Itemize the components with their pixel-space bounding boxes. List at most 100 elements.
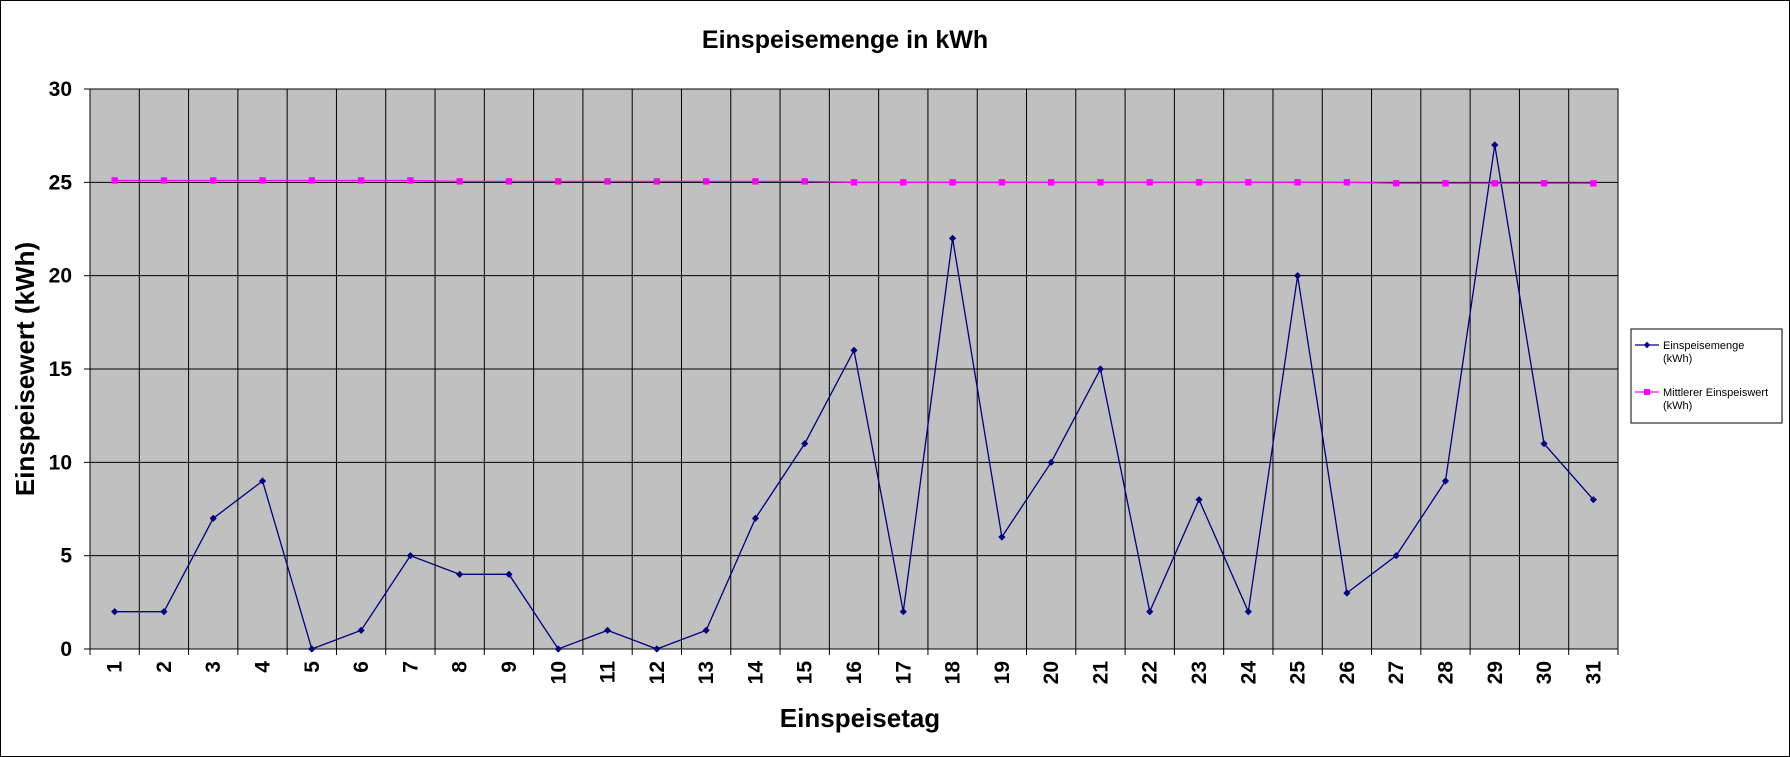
point-marker-diamond [258,477,267,485]
point-marker-square [1392,180,1400,187]
point-marker-diamond [1047,458,1055,466]
point-marker-square [1590,180,1597,187]
legend-label: Einspeisemenge [1663,340,1744,352]
x-tick-label: 7 [399,661,422,673]
point-marker-diamond [160,608,168,616]
point-marker-square [407,177,414,184]
x-tick-label: 31 [1582,661,1605,685]
point-marker-square [357,177,365,184]
x-tick-label: 27 [1385,661,1408,684]
x-tick-label: 26 [1336,661,1359,684]
x-tick-label: 11 [597,661,620,684]
point-marker-square [604,178,611,185]
x-tick-label: 14 [744,661,767,685]
x-tick-label: 23 [1188,661,1211,684]
x-tick-label: 17 [892,661,915,684]
point-marker-diamond [998,533,1006,541]
x-tick-label: 22 [1139,661,1162,684]
point-marker-diamond [948,234,957,242]
point-marker-square [1442,180,1449,187]
point-marker-diamond [1195,496,1203,504]
x-tick-label: 28 [1434,661,1457,685]
point-marker-square [505,178,513,185]
x-tick-label: 12 [646,661,669,684]
legend: Einspeisemenge(kWh)Mittlerer Einspeiswer… [1630,328,1783,424]
point-marker-square [308,177,316,184]
x-tick-label: 8 [449,661,472,673]
y-tick-label: 30 [49,78,72,101]
point-marker-square [111,177,118,184]
chart-title: Einspeisemenge in kWh [702,26,988,54]
point-marker-diamond [653,645,661,653]
point-marker-square [1540,180,1548,187]
x-tick-label: 15 [794,661,817,685]
point-marker-square [1491,180,1498,187]
x-axis-ticks: 1 2 3 4 5 6 7 8 9 10 11 12 13 14 15 16 17 18 19 20 21 22 23 24 2… [89,649,1619,685]
x-tick-label: 18 [942,661,965,685]
point-marker-diamond [456,570,464,578]
y-tick-label: 15 [49,358,73,381]
x-tick-label: 13 [695,661,718,684]
point-marker-diamond [1392,552,1400,560]
y-tick-label: 0 [60,638,72,661]
point-marker-diamond [406,552,414,560]
x-tick-label: 10 [547,661,570,684]
point-marker-diamond [603,626,612,634]
legend-label: Mittlerer Einspeiswert [1663,387,1768,399]
y-axis-title: Einspeisewert (kWh) [10,242,40,496]
point-marker-square [850,179,858,186]
point-marker-diamond [899,608,907,616]
point-marker-diamond [357,626,365,634]
point-marker-square [1097,179,1104,186]
point-marker-square [702,178,710,185]
y-axis-ticks: 0 5 10 15 20 25 30 [49,78,90,661]
point-marker-diamond [1146,608,1154,616]
point-marker-square [949,179,956,186]
point-marker-diamond [308,645,316,653]
point-marker-diamond [1441,477,1450,485]
x-tick-label: 5 [301,661,324,673]
point-marker-diamond [111,608,119,616]
series-markers [111,141,1597,653]
x-axis-title: Einspeisetag [780,703,940,733]
legend-label: (kWh) [1663,400,1692,412]
point-marker-square [752,178,759,185]
point-marker-diamond [209,514,217,522]
x-tick-label: 20 [1040,661,1063,684]
point-marker-square [210,177,217,184]
point-marker-diamond [751,514,760,522]
x-tick-label: 4 [252,661,275,673]
x-tick-label: 9 [498,661,521,673]
point-marker-square [1294,179,1301,186]
x-tick-label: 1 [104,661,127,673]
point-marker-square [900,179,907,186]
point-marker-square [1343,179,1351,186]
point-marker-diamond [1540,440,1548,448]
x-tick-label: 30 [1533,661,1556,684]
point-marker-diamond [1244,608,1252,616]
legend-marker-square [1644,389,1650,395]
point-marker-diamond [801,440,809,448]
point-marker-diamond [850,346,858,354]
point-marker-diamond [1294,272,1302,280]
point-marker-square [801,178,808,185]
x-tick-label: 21 [1089,661,1112,685]
point-marker-diamond [554,645,562,653]
x-tick-label: 3 [202,661,225,673]
point-marker-square [160,177,168,184]
point-marker-square [1146,179,1153,186]
point-marker-diamond [702,626,710,634]
point-marker-square [555,178,562,185]
point-marker-diamond [1343,589,1351,597]
x-tick-label: 6 [350,661,373,673]
y-tick-label: 20 [49,265,72,288]
point-marker-square [456,178,463,185]
x-tick-label: 19 [991,661,1014,684]
legend-label: (kWh) [1663,353,1692,365]
x-tick-label: 24 [1237,661,1260,685]
x-tick-label: 16 [843,661,866,684]
x-tick-label: 2 [153,661,176,673]
point-marker-square [1195,179,1203,186]
point-marker-diamond [505,570,513,578]
